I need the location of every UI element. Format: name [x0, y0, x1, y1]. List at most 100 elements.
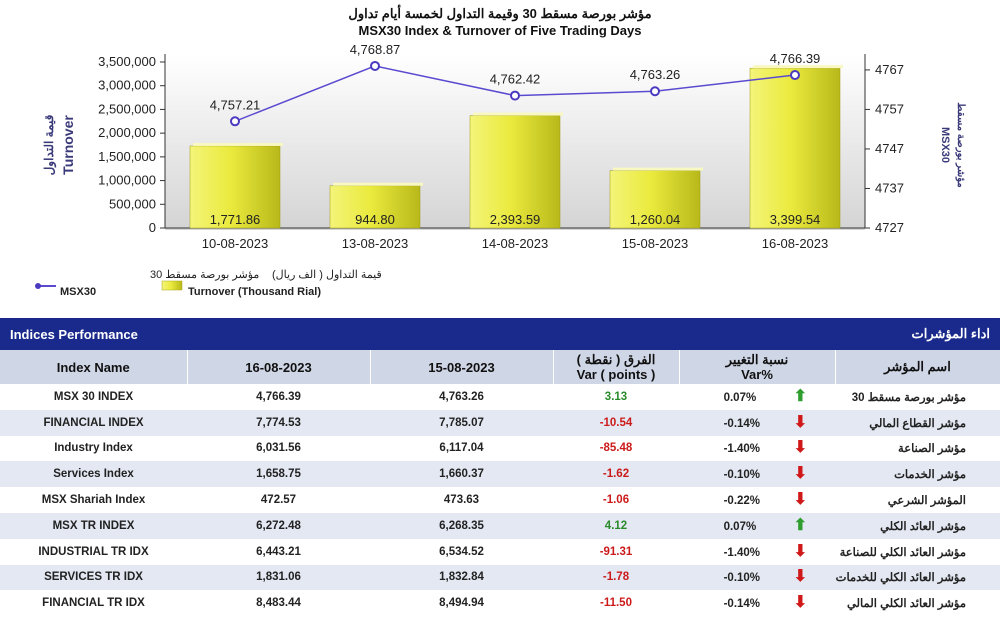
table-row: MSX Shariah Index 472.57 473.63 -1.06 -0.22%… [0, 487, 1000, 513]
legend-bar-swatch [161, 280, 183, 291]
arrow-down-icon: ⬇ [793, 413, 807, 431]
bar-value-label: 1,260.04 [630, 212, 681, 227]
cell-diff: -1.06 [553, 487, 679, 513]
perf-title-ar: اداء المؤشرات [911, 326, 990, 341]
arrow-down-icon: ⬇ [793, 439, 807, 457]
table-row: MSX TR INDEX 6,272.48 6,268.35 4.12 0.07% ⬆ مؤ… [0, 512, 1000, 539]
table-header-row: Index Name 16-08-2023 15-08-2023 الفرق (… [0, 350, 1000, 384]
cell-d1: 6,031.56 [187, 435, 370, 462]
cell-pct: -0.14% [723, 598, 761, 611]
cell-d2: 473.63 [370, 487, 553, 513]
arrow-down-icon: ⬇ [793, 594, 807, 612]
indices-table: Index Name 16-08-2023 15-08-2023 الفرق (… [0, 350, 1000, 617]
cell-pct: -0.10% [723, 469, 761, 482]
table-row: SERVICES TR IDX 1,831.06 1,832.84 -1.78 -0.1… [0, 564, 1000, 591]
header-name-ar: اسم المؤشر [835, 350, 1000, 384]
cell-pct: -0.10% [723, 572, 761, 585]
arrow-down-icon: ⬇ [793, 465, 807, 483]
cell-d1: 4,766.39 [187, 384, 370, 410]
legend-bar-label-ar: قيمة التداول ( الف ريال) [272, 269, 382, 281]
cell-d1: 472.57 [187, 487, 370, 513]
arrow-up-icon: ⬆ [793, 516, 807, 534]
left-tick-label: 500,000 [109, 196, 156, 211]
arrow-down-icon: ⬇ [793, 491, 807, 509]
cell-d1: 7,774.53 [187, 409, 370, 436]
table-row: MSX 30 INDEX 4,766.39 4,763.26 3.13 0.07% ⬆ مؤ… [0, 384, 1000, 410]
x-tick-label: 10-08-2023 [202, 236, 269, 251]
legend-bar-label: Turnover (Thousand Rial) [188, 286, 321, 298]
legend-line-label: MSX30 [60, 286, 96, 298]
bar [469, 115, 561, 229]
cell-d1: 6,272.48 [187, 512, 370, 539]
bar-value-label: 3,399.54 [770, 212, 821, 227]
header-pct: نسبة التغيير Var% [679, 350, 836, 384]
left-tick-label: 1,500,000 [98, 149, 156, 164]
bar-top-edge [333, 182, 423, 186]
line-marker [510, 90, 520, 101]
cell-pct-wrap: -0.14% ⬇ [679, 409, 835, 436]
legend-line-label-ar: مؤشر بورصة مسقط 30 [150, 269, 259, 281]
line-value-label: 4,757.21 [210, 97, 261, 112]
cell-name: INDUSTRIAL TR IDX [0, 538, 187, 565]
right-tick-label: 4747 [875, 141, 904, 156]
header-d1: 16-08-2023 [187, 350, 371, 384]
line-marker [790, 70, 800, 81]
cell-diff: 3.13 [553, 384, 679, 410]
header-name: Index Name [0, 350, 188, 384]
cell-diff: -10.54 [553, 409, 679, 436]
right-tick-label: 4737 [875, 180, 904, 195]
perf-title: Indices Performance [10, 326, 138, 342]
perf-header-bar: Indices Performance اداء المؤشرات [0, 318, 1000, 350]
cell-name: MSX TR INDEX [0, 512, 187, 539]
cell-diff: -91.31 [553, 538, 679, 565]
chart-title: MSX30 Index & Turnover of Five Trading D… [359, 23, 642, 38]
cell-name: FINANCIAL INDEX [0, 409, 187, 436]
x-tick-label: 13-08-2023 [342, 236, 409, 251]
cell-diff: -1.62 [553, 461, 679, 488]
cell-d2: 6,534.52 [370, 538, 553, 565]
cell-pct: -1.40% [723, 546, 761, 559]
left-tick-label: 3,000,000 [98, 78, 156, 93]
cell-name: MSX 30 INDEX [0, 384, 187, 410]
cell-pct-wrap: -1.40% ⬇ [679, 538, 835, 565]
legend-line-marker [35, 283, 41, 289]
bar-value-label: 2,393.59 [490, 212, 541, 227]
line-value-label: 4,768.87 [350, 42, 401, 57]
cell-name: SERVICES TR IDX [0, 564, 187, 591]
left-tick-label: 1,000,000 [98, 173, 156, 188]
cell-pct-wrap: 0.07% ⬆ [679, 384, 835, 410]
table-row: FINANCIAL INDEX 7,774.53 7,785.07 -10.54 -0.… [0, 409, 1000, 436]
cell-name-ar: مؤشر الصناعة [835, 435, 1000, 462]
cell-d2: 8,494.94 [370, 590, 553, 617]
cell-name-ar: مؤشر القطاع المالي [835, 409, 1000, 436]
bar-top-edge [753, 65, 843, 69]
table-row: Industry Index 6,031.56 6,117.04 -85.48 -1.4… [0, 435, 1000, 462]
bar [609, 170, 701, 229]
bar-top-edge [473, 112, 563, 116]
right-axis-title-ar: مؤشر بورصة مسقط [955, 102, 966, 187]
bar-top-edge [613, 167, 703, 171]
right-tick-label: 4727 [875, 220, 904, 235]
left-tick-label: 3,500,000 [98, 54, 156, 69]
cell-name: Services Index [0, 461, 187, 488]
cell-name-ar: مؤشر بورصة مسقط 30 [835, 384, 1000, 410]
cell-pct: 0.07% [723, 520, 757, 533]
cell-d2: 6,268.35 [370, 512, 553, 539]
bar-value-label: 1,771.86 [210, 212, 261, 227]
cell-diff: 4.12 [553, 512, 679, 539]
table-row: FINANCIAL TR IDX 8,483.44 8,494.94 -11.50 -0… [0, 590, 1000, 617]
right-tick-label: 4767 [875, 62, 904, 77]
cell-pct-wrap: 0.07% ⬆ [679, 512, 835, 539]
cell-name: FINANCIAL TR IDX [0, 590, 187, 617]
line-marker [370, 60, 380, 71]
cell-name-ar: مؤشر العائد الكلي [835, 512, 1000, 539]
bar [749, 67, 841, 229]
x-tick-label: 16-08-2023 [762, 236, 829, 251]
cell-pct-wrap: -0.22% ⬇ [679, 487, 835, 513]
cell-pct: -0.14% [723, 417, 761, 430]
table-row: Services Index 1,658.75 1,660.37 -1.62 -0.10… [0, 461, 1000, 488]
arrow-down-icon: ⬇ [793, 542, 807, 560]
x-tick-label: 14-08-2023 [482, 236, 549, 251]
cell-d2: 4,763.26 [370, 384, 553, 410]
cell-diff: -1.78 [553, 564, 679, 591]
